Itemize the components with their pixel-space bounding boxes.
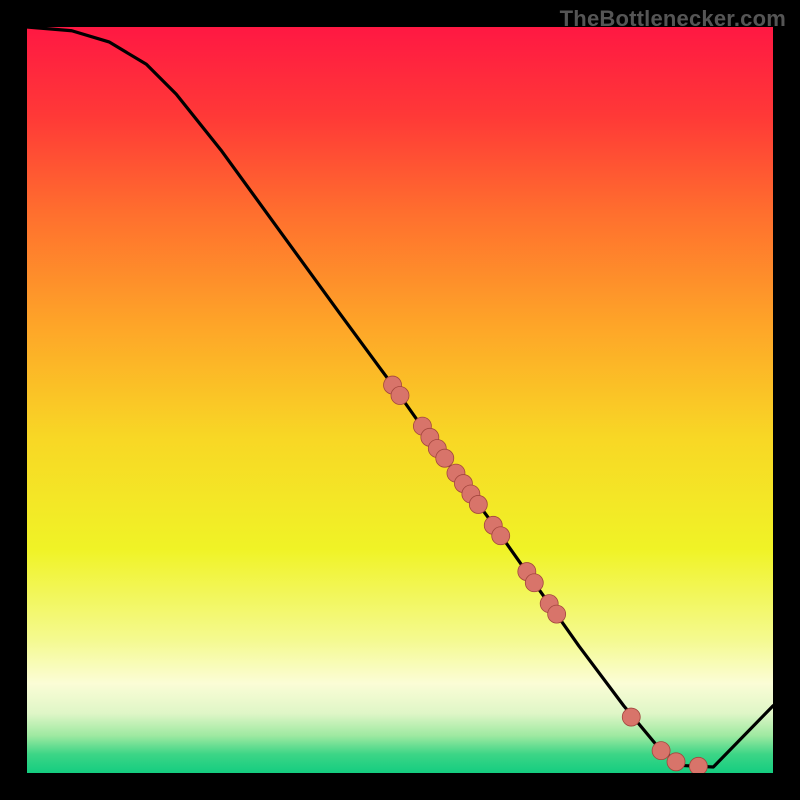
data-marker (622, 708, 640, 726)
data-marker (689, 757, 707, 775)
data-marker (492, 527, 510, 545)
data-marker (548, 605, 566, 623)
data-marker (525, 574, 543, 592)
data-marker (652, 742, 670, 760)
bottleneck-chart (0, 0, 800, 800)
data-marker (667, 753, 685, 771)
data-marker (469, 495, 487, 513)
chart-frame: TheBottlenecker.com (0, 0, 800, 800)
data-marker (436, 449, 454, 467)
data-marker (391, 387, 409, 405)
